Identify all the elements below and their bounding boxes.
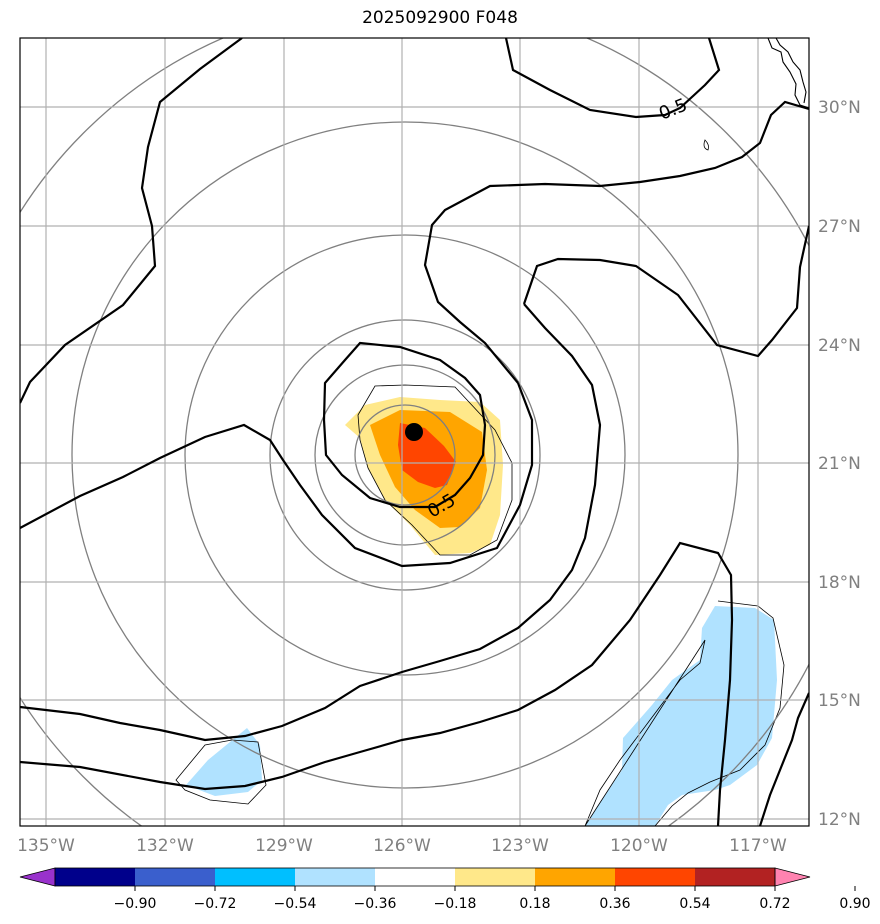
colorbar-segment — [55, 868, 136, 886]
colorbar-segment — [455, 868, 536, 886]
colorbar-segment — [615, 868, 696, 886]
colorbar-segment — [695, 868, 776, 886]
lat-tick-label: 21°N — [818, 454, 861, 474]
lon-tick-label: 126°W — [373, 836, 431, 856]
lon-tick-label: 120°W — [610, 836, 668, 856]
colorbar-tick-label: −0.36 — [354, 896, 397, 912]
colorbar-tick-label: 0.18 — [519, 896, 550, 912]
colorbar-tick-label: 0.54 — [679, 896, 710, 912]
lat-tick-label: 18°N — [818, 573, 861, 593]
graticule — [20, 38, 809, 826]
thick-contours — [20, 38, 809, 826]
colorbar-tick-label: −0.72 — [194, 896, 237, 912]
contour-middle-band — [20, 303, 602, 742]
contour-inner-ring — [322, 341, 487, 509]
shaded-field — [186, 397, 777, 826]
colorbar-tick-label: −0.18 — [434, 896, 477, 912]
colorbar-outline — [54, 867, 776, 887]
thin-contour-sw — [175, 739, 267, 805]
colorbar-segment — [375, 868, 456, 886]
lon-tick-label: 132°W — [136, 836, 194, 856]
lon-tick-labels: 135°W 132°W 129°W 126°W 123°W 120°W 117°… — [17, 836, 787, 856]
map-frame — [19, 37, 810, 827]
contour-top-right — [504, 38, 721, 119]
lon-tick-label: 117°W — [729, 836, 787, 856]
lon-tick-label: 123°W — [491, 836, 549, 856]
colorbar-tick-label: 0.72 — [759, 896, 790, 912]
lat-tick-label: 12°N — [818, 810, 861, 830]
range-ring-2 — [314, 364, 496, 546]
colorbar-segment — [535, 868, 616, 886]
negative-shade-sw — [186, 728, 262, 796]
colorbar-tick-label: 0.90 — [839, 896, 870, 912]
range-ring-5 — [71, 121, 739, 789]
range-rings — [20, 38, 809, 826]
colorbar: −0.90 −0.72 −0.54 −0.36 −0.18 0.18 0.36 0.54 0.7… — [19, 867, 871, 912]
range-ring-3 — [269, 319, 541, 591]
lat-tick-labels: 30°N 27°N 24°N 21°N 18°N 15°N 12°N — [818, 98, 861, 830]
lat-tick-label: 24°N — [818, 336, 861, 356]
colorbar-segment — [135, 868, 216, 886]
lon-tick-label: 135°W — [17, 836, 75, 856]
colorbar-extend-high — [774, 867, 811, 887]
storm-center-marker — [405, 423, 423, 441]
colorbar-tick-label: −0.54 — [274, 896, 317, 912]
negative-shade-se — [585, 606, 777, 826]
map-title: 2025092900 F048 — [362, 8, 518, 28]
lon-tick-label: 129°W — [255, 836, 313, 856]
contour-outer-ring — [20, 382, 534, 568]
contour-spiral — [423, 100, 809, 384]
contour-far-right — [758, 692, 809, 826]
contour-lower-band — [20, 541, 734, 826]
colorbar-tick-label: 0.36 — [599, 896, 630, 912]
contour-right — [522, 225, 809, 358]
lat-tick-label: 30°N — [818, 98, 861, 118]
colorbar-extend-low — [19, 867, 56, 887]
range-ring-1 — [354, 404, 456, 506]
coastline — [767, 38, 809, 109]
contour-upper-left — [20, 38, 243, 404]
colorbar-tick-label: −0.90 — [114, 896, 157, 912]
colorbar-segment — [215, 868, 296, 886]
range-ring-4 — [184, 234, 626, 676]
lat-tick-label: 27°N — [818, 217, 861, 237]
thin-contour-small — [703, 139, 709, 151]
colorbar-segment — [295, 868, 376, 886]
lat-tick-label: 15°N — [818, 691, 861, 711]
thin-contour-center — [357, 384, 513, 556]
